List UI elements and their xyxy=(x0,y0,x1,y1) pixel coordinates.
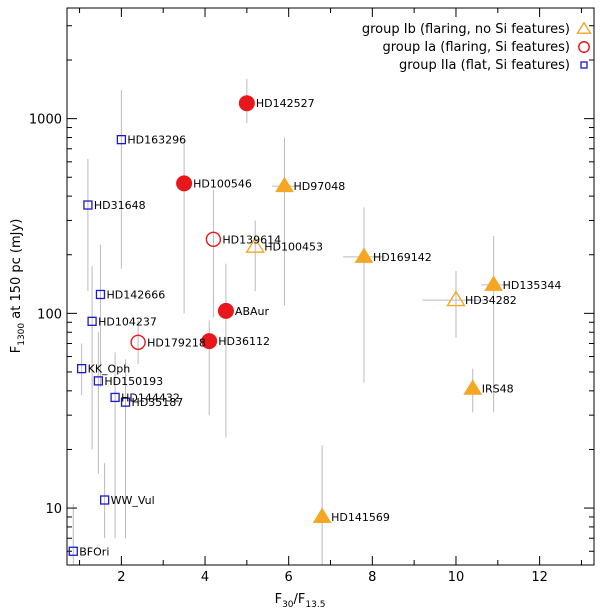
data-point-hd169142 xyxy=(354,247,374,263)
x-tick-label: 6 xyxy=(285,570,293,585)
x-tick-label: 12 xyxy=(531,570,548,585)
y-tick-label: 10 xyxy=(45,502,62,517)
data-point-hd100453 xyxy=(245,236,265,253)
data-point-hd141569 xyxy=(312,507,332,523)
y-axis-label: F1300 at 150 pc (mJy) xyxy=(9,219,27,354)
legend: group Ib (flaring, no Si features) group … xyxy=(362,21,592,73)
data-point-hd104237 xyxy=(87,316,97,326)
point-label-kk_oph: KK_Oph xyxy=(88,363,131,376)
data-point-abaur xyxy=(217,302,234,319)
point-label-hd142666: HD142666 xyxy=(106,288,165,301)
x-tick-labels: 2 4 6 8 10 12 xyxy=(117,570,548,585)
legend-label: group Ib (flaring, no Si features) xyxy=(362,22,570,37)
point-label-hd97048: HD97048 xyxy=(293,180,345,193)
x-tick-label: 10 xyxy=(448,570,465,585)
point-label-layer: HD142527 HD100546 HD139614 ABAur HD36112 HD17… xyxy=(79,97,561,558)
data-point-hd163296 xyxy=(116,134,127,145)
x-tick-label: 8 xyxy=(368,570,376,585)
point-label-ww_vul: WW_Vul xyxy=(111,494,155,507)
point-label-hd150193: HD150193 xyxy=(104,375,163,388)
x-tick-label: 2 xyxy=(117,570,125,585)
point-label-hd142527: HD142527 xyxy=(256,97,315,110)
data-point-hd139614 xyxy=(205,231,222,248)
point-label-hd104237: HD104237 xyxy=(98,315,157,328)
point-label-hd169142: HD169142 xyxy=(373,251,432,264)
point-label-hd100546: HD100546 xyxy=(193,177,252,190)
x-tick-label: 4 xyxy=(201,570,209,585)
point-label-hd141569: HD141569 xyxy=(331,511,390,524)
point-label-hd35187: HD35187 xyxy=(132,396,184,409)
point-label-hd36112: HD36112 xyxy=(218,335,270,348)
data-point-kk_oph xyxy=(76,363,87,374)
point-label-hd34282: HD34282 xyxy=(465,294,517,307)
x-axis-label: F30/F13.5 xyxy=(275,592,326,610)
legend-marker-group-ib xyxy=(576,21,592,34)
y-tick-label: 100 xyxy=(37,307,62,322)
point-label-abaur: ABAur xyxy=(235,305,270,318)
y-tick-labels: 10 100 1000 xyxy=(29,113,62,517)
data-point-hd31648 xyxy=(83,200,93,210)
data-point-hd144432 xyxy=(110,392,120,403)
data-point-hd36112 xyxy=(201,333,218,350)
point-label-hd163296: HD163296 xyxy=(127,134,186,147)
legend-label: group IIa (flat, Si features) xyxy=(399,58,570,73)
point-label-hd144432: HD144432 xyxy=(121,391,180,404)
point-label-hd100453: HD100453 xyxy=(264,241,323,254)
y-tick-label: 1000 xyxy=(29,113,62,128)
data-point-bfori xyxy=(68,546,78,556)
data-point-hd142666 xyxy=(95,289,106,300)
data-point-hd35187 xyxy=(120,397,131,407)
point-label-irs48: IRS48 xyxy=(482,383,514,396)
legend-marker-group-ia xyxy=(578,41,590,53)
point-label-hd31648: HD31648 xyxy=(94,199,146,212)
point-label-bfori: BFOri xyxy=(79,545,109,558)
data-point-hd100546 xyxy=(176,175,193,192)
point-label-hd135344: HD135344 xyxy=(503,279,562,292)
legend-label: group Ia (flaring, Si features) xyxy=(382,40,570,55)
axis-ticks xyxy=(67,8,594,565)
point-label-hd139614: HD139614 xyxy=(222,233,281,246)
legend-marker-group-iia xyxy=(580,61,588,69)
data-point-hd34282 xyxy=(446,290,466,307)
data-point-hd150193 xyxy=(93,376,104,386)
data-point-hd97048 xyxy=(275,176,294,193)
data-point-hd142527 xyxy=(238,95,255,112)
data-point-ww_vul xyxy=(99,495,110,505)
data-point-hd135344 xyxy=(484,275,504,291)
marker-layer xyxy=(68,95,504,556)
data-point-irs48 xyxy=(463,379,483,395)
point-label-hd179218: HD179218 xyxy=(147,336,206,349)
data-point-hd179218 xyxy=(130,334,146,351)
